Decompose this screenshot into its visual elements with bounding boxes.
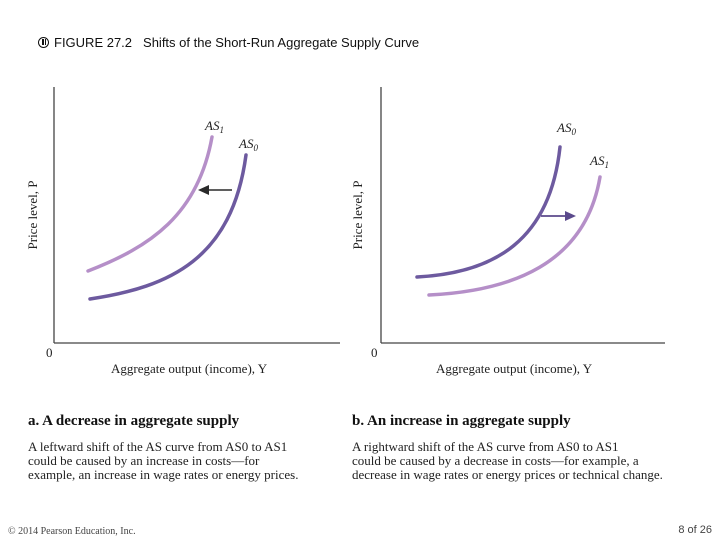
panel-b-desc-line: A rightward shift of the AS curve from A… [352, 439, 619, 454]
figure-label: FIGURE 27.2 [54, 35, 133, 50]
figure-header: FIGURE 27.2 Shifts of the Short-Run Aggr… [38, 35, 419, 50]
figure-caption: Shifts of the Short-Run Aggregate Supply… [143, 35, 420, 50]
figure-icon [38, 37, 49, 48]
panel-a-origin: 0 [46, 345, 53, 360]
panel-b-curve-as0 [415, 145, 562, 279]
panel-b-as0-label: AS0 [556, 120, 576, 137]
panel-b-y-axis-label: Price level, P [350, 181, 365, 250]
panel-b-description: A rightward shift of the AS curve from A… [352, 440, 712, 482]
page-indicator: 8 of 26 [678, 524, 712, 536]
panel-a-y-axis-label: Price level, P [25, 181, 40, 250]
panel-a-as1-label: AS1 [204, 118, 224, 135]
panel-a-desc-line: could be caused by an increase in costs—… [28, 453, 260, 468]
panel-a-desc-line: example, an increase in wage rates or en… [28, 467, 299, 482]
panel-b-curve-as1 [427, 175, 602, 297]
panel-a-x-axis-label: Aggregate output (income), Y [111, 361, 268, 376]
panel-b-title: b. An increase in aggregate supply [352, 413, 571, 429]
copyright-notice: © 2014 Pearson Education, Inc. [8, 526, 136, 537]
panel-a-description: A leftward shift of the AS curve from AS… [28, 440, 368, 482]
panel-b-origin: 0 [371, 345, 378, 360]
panel-b-desc-line: could be caused by a decrease in costs—f… [352, 453, 639, 468]
panel-a-desc-line: A leftward shift of the AS curve from AS… [28, 439, 288, 454]
panel-b-desc-line: decrease in wage rates or energy prices … [352, 467, 663, 482]
panel-b-as1-label: AS1 [589, 153, 609, 170]
panel-b-diagram: Price level, P 0 Aggregate output (incom… [350, 87, 665, 376]
panel-a-as0-label: AS0 [238, 136, 258, 153]
panel-a-curve-as0 [88, 153, 248, 301]
panel-a-title: a. A decrease in aggregate supply [28, 413, 240, 429]
panel-a-diagram: Price level, P 0 Aggregate output (incom… [25, 87, 340, 376]
panel-a-shift-arrow-head [198, 185, 209, 195]
panel-a-curve-as1 [86, 135, 214, 273]
panel-b-x-axis-label: Aggregate output (income), Y [436, 361, 593, 376]
panel-b-shift-arrow-head [565, 211, 576, 221]
